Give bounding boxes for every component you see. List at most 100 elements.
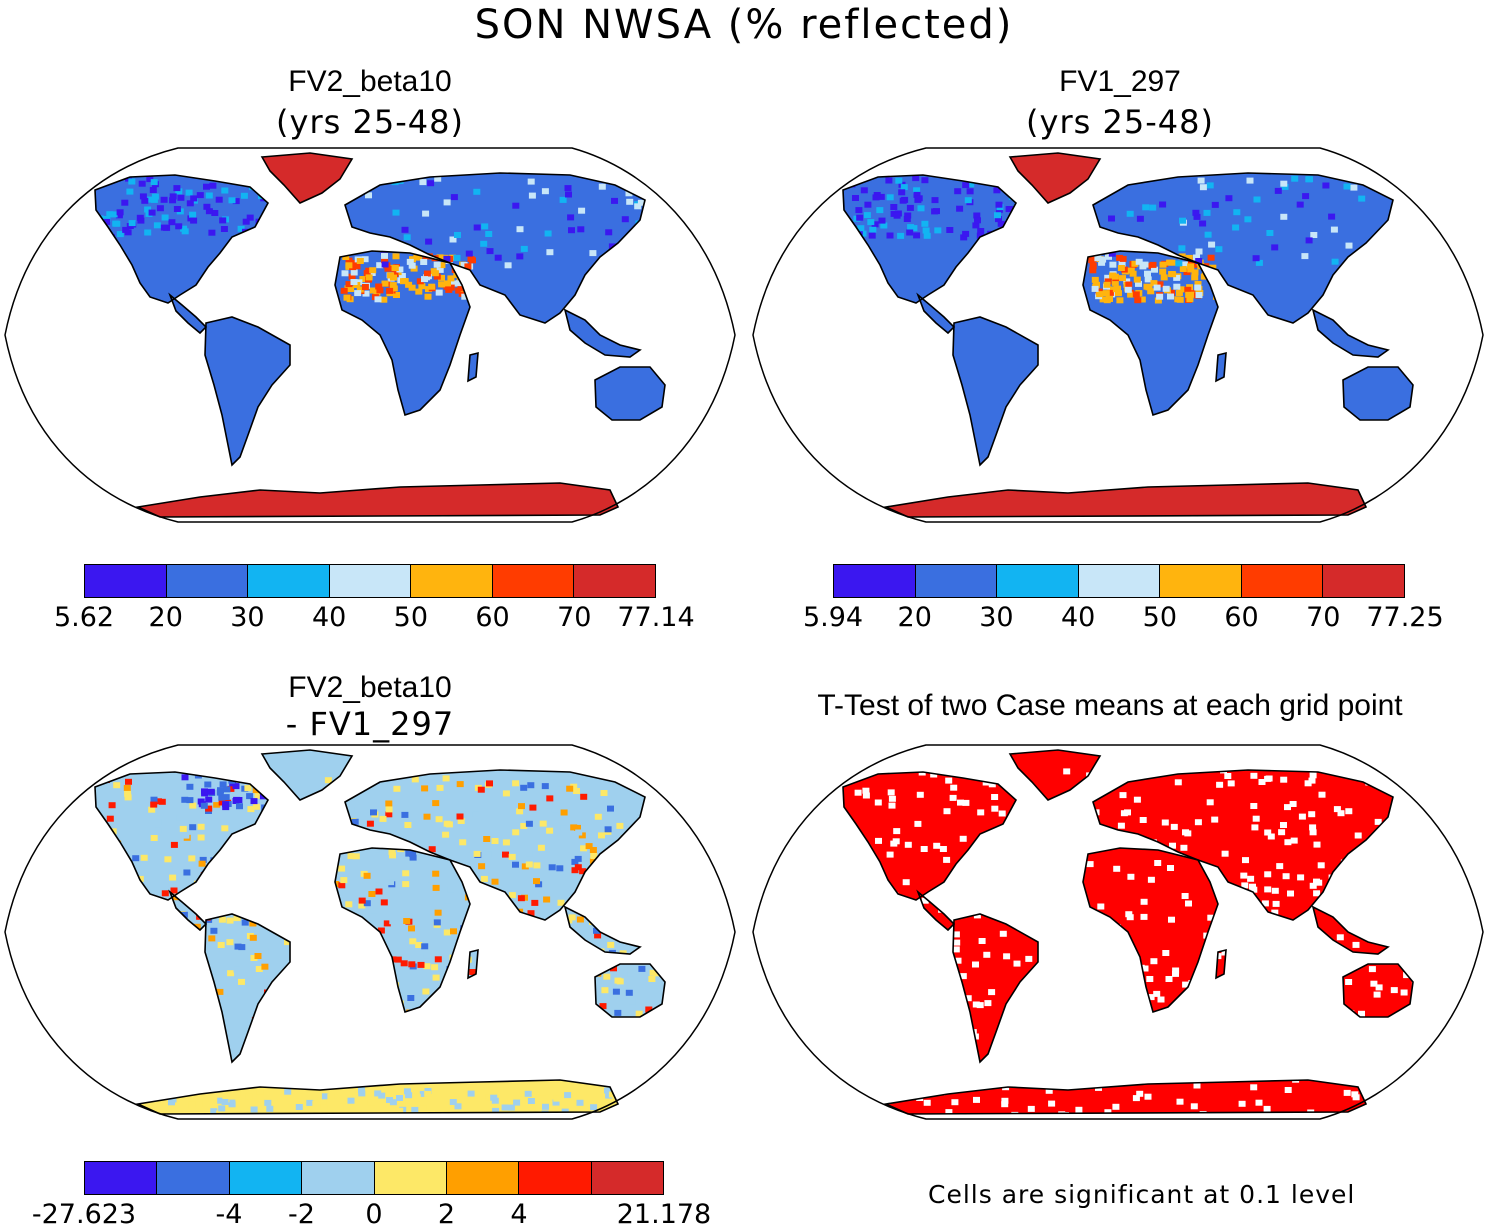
- grid-cell: [460, 262, 468, 268]
- land-europeAsia: [1093, 173, 1393, 323]
- grid-cell: [577, 226, 585, 233]
- grid-cell: [605, 229, 613, 236]
- grid-cell: [573, 788, 580, 794]
- grid-cell: [486, 780, 493, 787]
- coastline: [1092, 769, 1394, 921]
- coastline: [594, 366, 666, 421]
- grid-cell: [181, 228, 189, 235]
- grid-cell: [1397, 769, 1405, 776]
- grid-cell: [1354, 832, 1362, 839]
- land-africa: [1083, 848, 1218, 1012]
- grid-cell: [227, 970, 235, 977]
- grid-cell: [1191, 269, 1199, 276]
- grid-cell: [238, 944, 246, 951]
- grid-cell: [877, 193, 885, 200]
- grid-cell: [1127, 267, 1135, 274]
- grid-cell: [1173, 274, 1181, 281]
- grid-cell: [1232, 224, 1240, 231]
- grid-cell: [1133, 796, 1141, 803]
- grid-cell: [527, 910, 535, 917]
- grid-cell: [524, 1090, 532, 1097]
- grid-cell: [1144, 1093, 1152, 1100]
- land-antarctica: [886, 483, 1366, 517]
- grid-cell: [319, 772, 327, 779]
- grid-cell: [165, 866, 173, 873]
- panel-4-title: T-Test of two Case means at each grid po…: [817, 689, 1403, 722]
- grid-cell: [1176, 1098, 1184, 1105]
- grid-cell: [603, 973, 611, 980]
- grid-cell: [600, 790, 608, 796]
- grid-cell: [1193, 1082, 1201, 1089]
- grid-cell: [1291, 175, 1299, 182]
- grid-cell: [921, 220, 929, 227]
- grid-cell: [151, 193, 159, 200]
- grid-cell: [351, 259, 359, 266]
- grid-cell: [611, 197, 618, 204]
- grid-cell: [1182, 829, 1189, 836]
- grid-cell: [607, 805, 614, 812]
- grid-cell: [590, 853, 598, 859]
- grid-cell: [1253, 196, 1261, 203]
- grid-cell: [1284, 839, 1292, 846]
- grid-cell: [857, 225, 865, 232]
- grid-cell: [368, 891, 376, 897]
- grid-cell: [404, 1088, 411, 1095]
- grid-cell: [1005, 206, 1013, 213]
- grid-cell: [533, 878, 540, 885]
- grid-cell: [424, 293, 432, 300]
- grid-cell: [1199, 220, 1207, 227]
- grid-cell: [199, 856, 207, 863]
- grid-cell: [473, 850, 481, 857]
- land-australia: [595, 367, 665, 420]
- land-greenland: [262, 750, 352, 800]
- panel-3-subtitle: - FV1_297: [285, 705, 455, 743]
- grid-cell: [1357, 1109, 1365, 1114]
- panel-2-title: FV1_297: [1059, 65, 1181, 98]
- grid-cell: [956, 205, 964, 212]
- grid-cell: [250, 798, 258, 805]
- grid-cell: [394, 956, 402, 963]
- grid-cell: [552, 1099, 560, 1106]
- grid-cell: [374, 1090, 382, 1097]
- grid-cell: [423, 952, 431, 959]
- grid-cell: [389, 282, 397, 289]
- grid-cell: [898, 189, 906, 196]
- grid-cell: [1165, 976, 1173, 982]
- colorbar-tick-label: 60: [1224, 602, 1259, 633]
- colorbar-swatch: [248, 565, 330, 597]
- grid-cell: [906, 229, 914, 236]
- grid-cell: [367, 1099, 375, 1106]
- grid-cell: [377, 927, 385, 934]
- grid-cell: [1358, 195, 1366, 202]
- colorbar-tick-label: 70: [1306, 602, 1341, 633]
- grid-cell: [170, 887, 178, 894]
- grid-cell: [405, 1092, 413, 1099]
- grid-cell: [1204, 231, 1212, 238]
- grid-cell: [444, 280, 451, 287]
- grid-cell: [125, 778, 132, 785]
- grid-cell: [358, 1090, 366, 1097]
- grid-cell: [964, 995, 972, 1002]
- coastline: [952, 913, 1039, 1064]
- grid-cell: [576, 1099, 584, 1106]
- grid-cell: [103, 218, 111, 225]
- grid-cell: [601, 987, 609, 994]
- grid-cell: [180, 911, 188, 918]
- grid-cell: [1103, 297, 1111, 304]
- colorbar-tick-label: -4: [215, 1199, 243, 1230]
- colorbar-swatch: [85, 1162, 158, 1194]
- grid-cell: [226, 917, 234, 924]
- grid-cell: [417, 961, 425, 968]
- grid-cell: [621, 216, 629, 223]
- coastline: [1311, 308, 1390, 358]
- grid-cell: [358, 902, 366, 909]
- grid-cell: [161, 214, 169, 221]
- grid-cell: [521, 863, 529, 870]
- grid-cell: [1089, 256, 1097, 263]
- grid-cell: [386, 287, 394, 294]
- grid-cell: [967, 181, 975, 188]
- colorbar-swatch: [229, 1162, 303, 1194]
- colorbar-tick-label: -2: [288, 1199, 315, 1230]
- grid-cell: [1181, 893, 1189, 899]
- grid-cell: [1264, 775, 1272, 782]
